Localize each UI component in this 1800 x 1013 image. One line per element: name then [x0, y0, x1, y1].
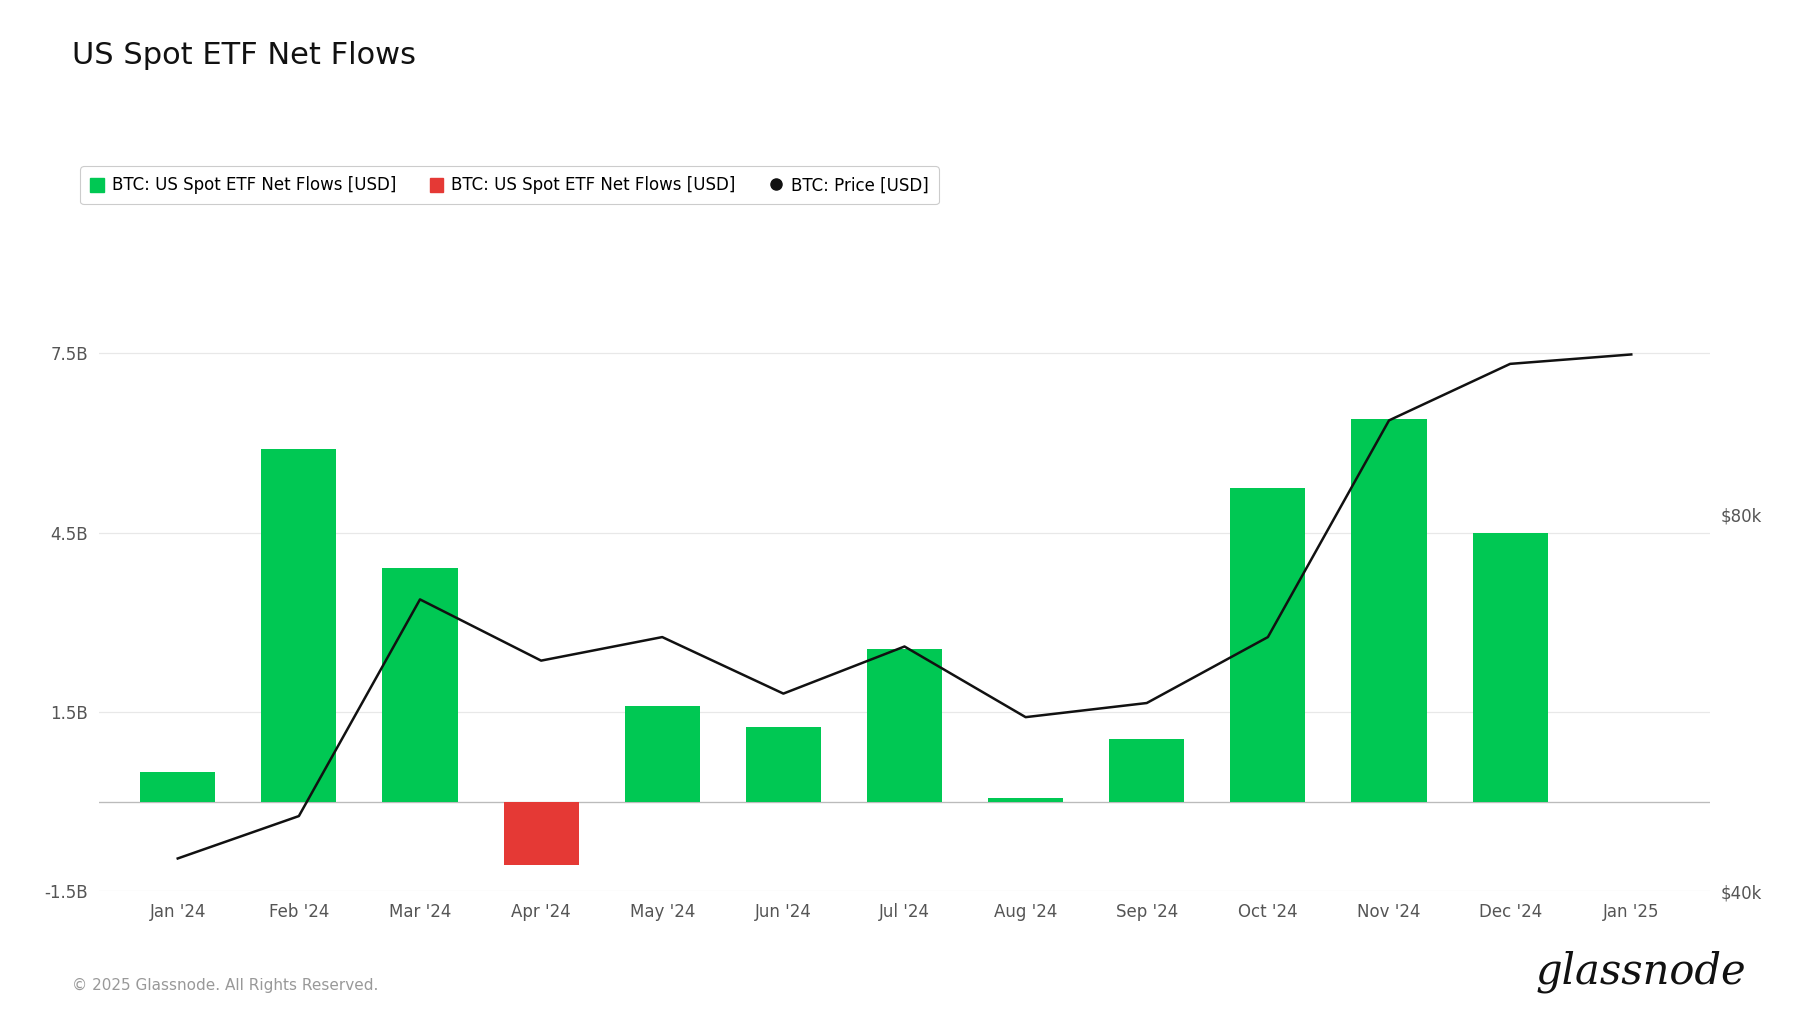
- Bar: [261, 449, 337, 801]
- Bar: [140, 772, 216, 801]
- Bar: [1109, 738, 1184, 801]
- Legend: BTC: US Spot ETF Net Flows [USD], BTC: US Spot ETF Net Flows [USD], BTC: Price [: BTC: US Spot ETF Net Flows [USD], BTC: U…: [81, 166, 938, 205]
- Bar: [868, 649, 941, 801]
- Bar: [1231, 487, 1305, 801]
- Bar: [988, 798, 1064, 801]
- Bar: [745, 727, 821, 801]
- Text: US Spot ETF Net Flows: US Spot ETF Net Flows: [72, 41, 416, 70]
- Text: © 2025 Glassnode. All Rights Reserved.: © 2025 Glassnode. All Rights Reserved.: [72, 978, 378, 993]
- Bar: [504, 801, 578, 864]
- Bar: [382, 568, 457, 801]
- Bar: [625, 706, 700, 801]
- Bar: [1352, 419, 1427, 801]
- Bar: [1472, 533, 1548, 801]
- Text: glassnode: glassnode: [1535, 950, 1746, 993]
